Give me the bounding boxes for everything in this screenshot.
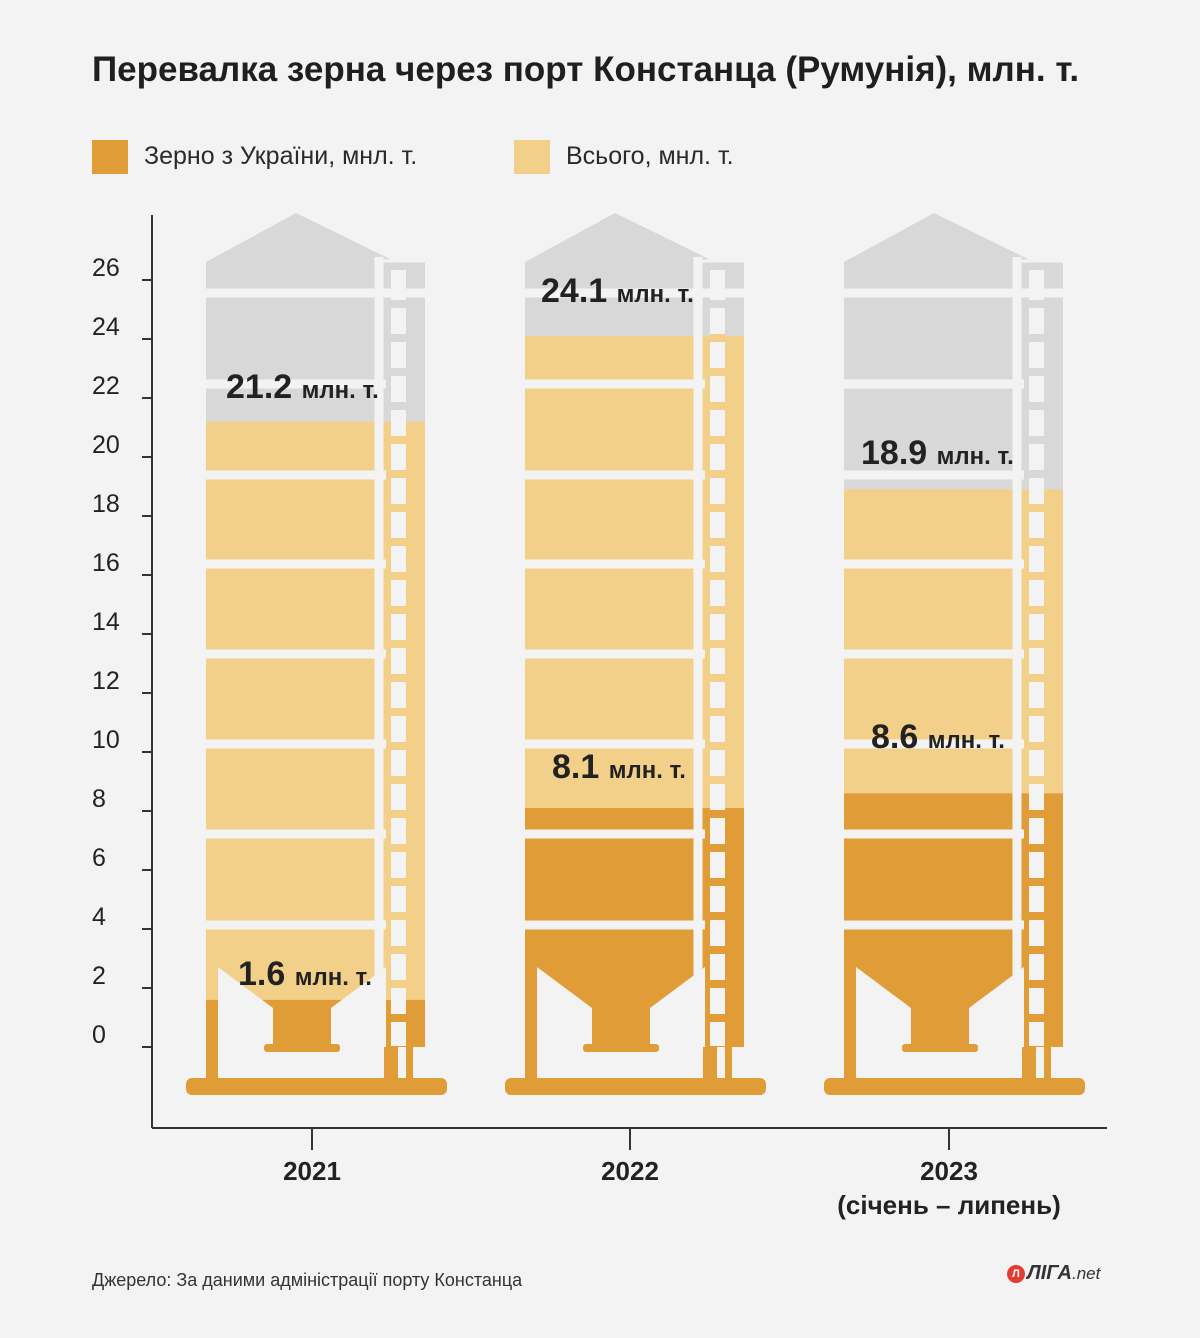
y-tick-label: 14: [92, 608, 120, 636]
ukraine-value-label-2022: 8.1 млн. т.: [552, 748, 686, 786]
silo-spout-base: [583, 1044, 659, 1052]
y-tick-label: 10: [92, 726, 120, 754]
total-value-label-2023: 18.9 млн. т.: [861, 434, 1014, 472]
silo-base-platform: [505, 1078, 766, 1095]
y-tick-label: 24: [92, 313, 120, 341]
ladder-rail-left: [1022, 1047, 1029, 1083]
y-tick-label: 0: [92, 1021, 106, 1049]
ladder-rail-right: [1044, 1047, 1051, 1083]
liga-logo-wordmark: ЛІГА.net: [1027, 1262, 1101, 1284]
silo-spout-base: [902, 1044, 978, 1052]
bar-total-2021: [206, 421, 425, 1000]
silo-base-platform: [186, 1078, 447, 1095]
ukraine-value-label-2021: 1.6 млн. т.: [238, 955, 372, 993]
x-tick-label-2021: 2021: [283, 1156, 341, 1186]
x-tick-label-2023: 2023: [920, 1156, 978, 1186]
y-tick-label: 18: [92, 490, 120, 518]
y-tick-label: 22: [92, 372, 120, 400]
silo-leg-left: [525, 1047, 537, 1083]
y-tick-label: 6: [92, 844, 106, 872]
x-tick-sublabel-2023: (січень – липень): [837, 1190, 1061, 1220]
ladder-rail-right: [406, 1047, 413, 1083]
silo-2023: [844, 213, 1063, 1047]
total-value-label-2021: 21.2 млн. т.: [226, 368, 379, 406]
y-tick-label: 2: [92, 962, 106, 990]
legend-label-total: Всього, мнл. т.: [566, 142, 734, 170]
y-tick-label: 8: [92, 785, 106, 813]
silo-base-platform: [824, 1078, 1085, 1095]
x-tick-label-2022: 2022: [601, 1156, 659, 1186]
liga-logo-icon: Л: [1007, 1265, 1025, 1283]
legend-label-ukraine: Зерно з України, мнл. т.: [144, 142, 418, 170]
bar-total-2022: [525, 336, 744, 809]
source-note: Джерело: За даними адміністрації порту К…: [92, 1270, 523, 1290]
y-tick-label: 20: [92, 431, 120, 459]
silo-spout-base: [264, 1044, 340, 1052]
y-tick-label: 16: [92, 549, 120, 577]
y-tick-label: 4: [92, 903, 106, 931]
y-tick-label: 26: [92, 254, 120, 282]
legend-swatch-total: [514, 140, 550, 174]
silo-leg-left: [206, 1047, 218, 1083]
ukraine-value-label-2023: 8.6 млн. т.: [871, 718, 1005, 756]
chart-title: Перевалка зерна через порт Констанца (Ру…: [92, 50, 1080, 89]
ladder-rail-left: [703, 1047, 710, 1083]
total-value-label-2022: 24.1 млн. т.: [541, 272, 694, 310]
y-tick-label: 12: [92, 667, 120, 695]
ladder-rail-left: [384, 1047, 391, 1083]
silo-leg-left: [844, 1047, 856, 1083]
silo-2022: [525, 213, 744, 1047]
ladder-rail-right: [725, 1047, 732, 1083]
bar-empty-2023: [844, 213, 1063, 490]
silo-2021: [206, 213, 425, 1047]
legend-swatch-ukraine: [92, 140, 128, 174]
